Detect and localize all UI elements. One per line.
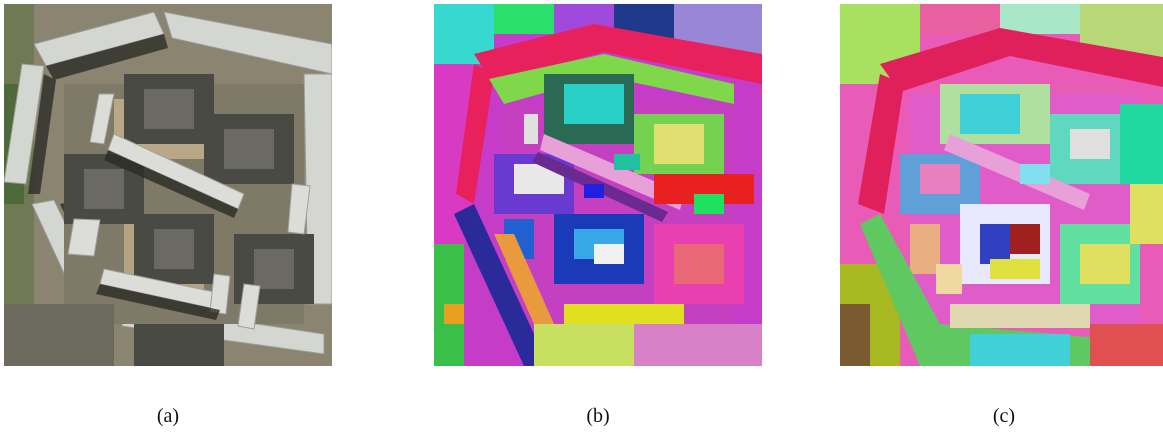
caption-c: (c): [992, 405, 1016, 427]
segmentation-map-c-panel: [840, 4, 1163, 366]
segmentation-map-b-panel: [434, 4, 762, 366]
segmentation-map-b: [434, 4, 762, 366]
aerial-photo-panel: [4, 4, 332, 366]
segmentation-map-c: [840, 4, 1163, 366]
aerial-photo: [4, 4, 332, 366]
caption-a: (a): [156, 405, 180, 427]
caption-b: (b): [586, 405, 610, 427]
